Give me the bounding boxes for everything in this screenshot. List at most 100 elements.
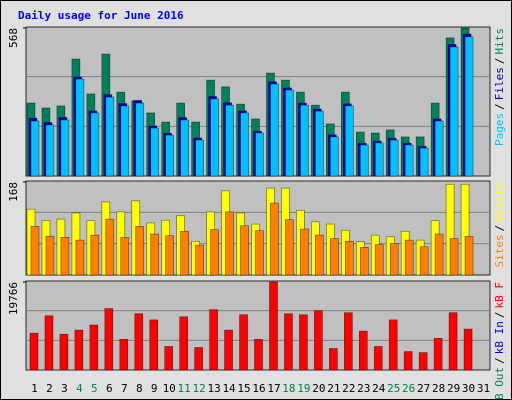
x-tick-label: 12 [193,382,206,395]
bar [464,235,474,276]
legend-separator: / [493,357,506,364]
bar [150,127,160,177]
bar [374,244,384,276]
bar [119,339,129,371]
x-tick-label: 26 [402,382,415,395]
x-tick-label: 7 [121,382,128,395]
bar [105,218,115,276]
bar [209,309,218,371]
bar [150,233,160,276]
bar [89,324,99,371]
x-tick-label: 25 [387,382,400,395]
legend-entry: kB F [493,282,506,309]
x-tick-label: 2 [46,382,53,395]
bar [285,89,294,177]
bar [90,112,100,177]
bar [30,120,40,177]
bar [449,238,459,276]
bar [210,98,219,177]
bar [418,352,428,371]
bar [165,134,175,177]
bar [90,234,100,276]
bar [135,102,145,177]
legend-separator: / [493,225,506,232]
bar [104,308,114,371]
x-tick-label: 5 [91,382,98,395]
x-tick-label: 16 [252,382,265,395]
y-tick-label: 568 [7,28,20,48]
bar [433,337,443,371]
legend-separator: / [493,58,506,65]
bar [448,312,458,371]
x-tick-label: 19 [297,382,310,395]
bar [120,237,130,276]
bar [464,36,474,177]
bar [29,332,39,371]
bar [254,339,263,371]
x-tick-label: 15 [237,382,250,395]
y-tick-label: 168 [7,182,20,202]
bar [30,225,40,276]
x-tick-label: 4 [76,382,83,395]
legend-entry: kB In [493,321,506,354]
x-tick-label: 14 [222,382,236,395]
bar [44,315,54,371]
legend-entry: Sites [493,234,506,267]
bar [149,319,159,371]
bar [164,346,174,371]
bar [105,96,115,177]
bar [330,238,339,276]
legend: Sites / Visits [493,182,506,268]
bar [270,202,279,276]
x-tick-label: 8 [136,382,143,395]
bar [120,105,130,177]
bar [210,229,219,276]
bar [389,243,399,276]
legend-entry: Files [493,67,506,100]
bar [404,239,414,276]
x-tick-label: 1 [31,382,38,395]
bar [135,225,145,276]
bar [389,139,399,177]
bar [315,234,324,276]
x-tick-label: 30 [462,382,475,395]
x-tick-label: 18 [282,382,295,395]
legend-entry: kB Out [493,367,506,400]
bar [225,211,234,276]
bar [434,233,444,276]
bar [224,329,233,371]
bar [180,230,189,276]
bar [45,235,55,276]
bar [165,235,175,276]
x-tick-label: 9 [151,382,158,395]
x-tick-label: 21 [327,382,340,395]
bar [359,247,369,276]
bar [75,78,85,177]
legend-entry: Pages [493,113,506,146]
x-tick-label: 23 [357,382,370,395]
x-tick-label: 27 [417,382,430,395]
bar [403,351,413,371]
bar [60,237,70,276]
bar [388,319,398,371]
bar [269,281,278,371]
x-tick-label: 6 [106,382,113,395]
x-tick-label: 22 [342,382,355,395]
y-tick-label: 19766 [7,282,20,315]
bar [195,139,204,177]
bar [270,83,279,177]
bar [74,329,84,371]
bar [284,313,293,371]
bar [134,313,144,371]
x-tick-label: 13 [207,382,220,395]
bar [240,112,249,177]
bar [345,240,354,276]
bar [179,316,188,371]
x-tick-label: 3 [61,382,68,395]
bar [239,314,248,371]
bar [59,333,69,371]
bar [419,246,429,276]
bar [195,244,204,276]
bar [194,347,203,371]
